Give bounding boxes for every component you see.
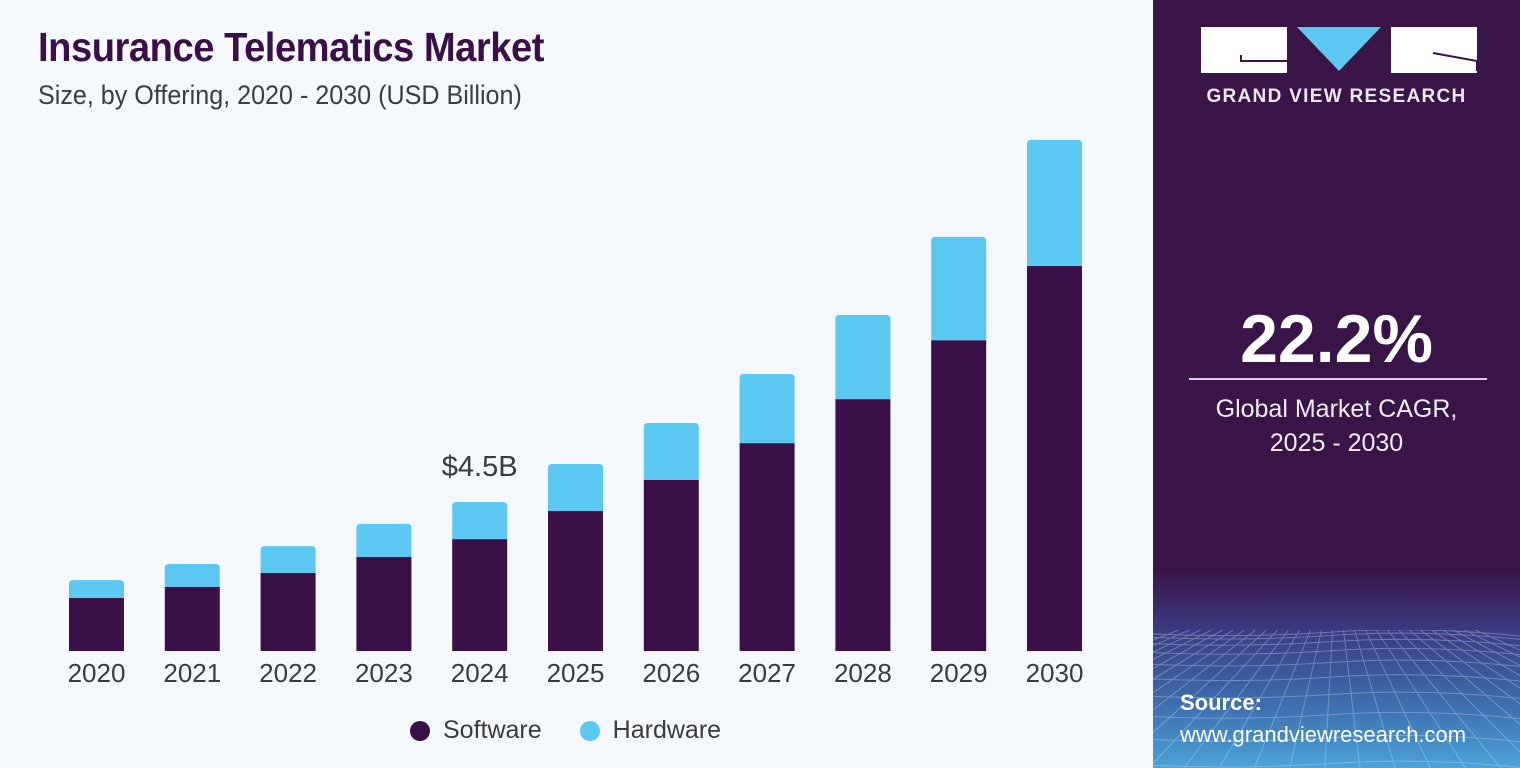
legend-swatch-hardware [579,720,600,741]
bar-software-2030 [1027,266,1082,651]
x-tick-label: 2022 [259,658,317,688]
mesh-line [1153,760,1520,768]
bar-hardware-2021 [164,563,220,587]
bar-software-2024 [452,539,508,651]
source-heading: Source: [1180,690,1262,715]
x-tick-label: 2025 [547,658,605,688]
bar-hardware-2025 [548,463,603,511]
data-label-2024: $4.5B [442,451,518,483]
bar-hardware-2024 [452,502,508,540]
x-tick-label: 2028 [834,658,892,688]
mesh-line [1153,630,1234,680]
bar-software-2020 [69,598,124,651]
mesh-line [1442,630,1520,677]
chart-area: Insurance Telematics Market Size, by Off… [38,24,1084,745]
legend-label-software: Software [443,716,542,744]
bar-hardware-2030 [1027,139,1082,267]
mesh-line [1183,630,1289,768]
bar-hardware-2028 [835,315,891,400]
x-tick-label: 2024 [451,658,509,688]
mesh-line [1153,711,1520,720]
legend-swatch-software [410,720,430,741]
mesh-line [1409,630,1520,725]
legend-label-hardware: Hardware [612,716,722,744]
cagr-label: Global Market CAGR, 2025 - 2030 [1153,392,1520,460]
mesh-line [1431,630,1520,689]
cagr-value: 22.2% [1240,301,1433,377]
mesh-line [1153,630,1267,734]
mesh-line [1453,630,1520,667]
mesh-line [1354,630,1396,768]
chart-title: Insurance Telematics Market [38,24,544,70]
bar-software-2029 [931,340,987,651]
bar-software-2026 [643,479,699,651]
mesh-line [1253,630,1311,768]
bar-hardware-2023 [356,523,412,557]
mesh-line [1420,630,1520,705]
bar-software-2022 [260,572,316,651]
mesh-line [1398,630,1520,753]
legend: Software Hardware [410,716,759,745]
side-panel: GRAND VIEW RESEARCH 22.2% Global Market … [1153,0,1520,768]
legend-item-hardware: Hardware [579,716,722,745]
mesh-line [1153,647,1520,656]
bar-software-2025 [548,510,603,651]
mesh-line [1153,632,1520,640]
mesh-line [1343,630,1361,768]
mesh-line [1387,630,1502,768]
mesh-line [1153,630,1520,637]
divider [1189,378,1487,380]
mesh-line [1153,630,1212,661]
bar-hardware-2026 [643,422,699,480]
mesh-line [1153,630,1278,765]
mesh-line [1153,630,1223,669]
x-tick-label: 2026 [642,658,700,688]
mesh-line [1153,691,1520,699]
bar-hardware-2020 [69,580,124,599]
chart-subtitle: Size, by Offering, 2020 - 2030 (USD Bill… [38,80,522,110]
bar-software-2021 [164,586,220,651]
x-tick-label: 2027 [738,658,796,688]
cagr-label-line1: Global Market CAGR, [1215,395,1458,423]
mesh-grid-decoration [1153,630,1520,768]
x-tick-label: 2030 [1026,658,1084,688]
bar-hardware-2022 [260,546,316,573]
bar-hardware-2029 [931,236,987,341]
mesh-line [1365,630,1431,768]
cagr-label-line2: 2025 - 2030 [1269,429,1404,457]
mesh-line [1153,659,1520,667]
bar-software-2023 [356,556,412,651]
x-tick-label: 2029 [930,658,988,688]
mesh-line [1153,638,1520,647]
mesh-line [1153,630,1245,694]
mesh-line [1376,630,1467,768]
mesh-line [1218,630,1300,768]
bar-software-2028 [835,399,891,651]
bar-chart: 2020 2021 2022 2023 2024 $4.5B 2025 2026 2027 202… [68,139,1084,688]
mesh-line [1153,674,1520,682]
mesh-line [1153,734,1520,743]
brand-name: GRAND VIEW RESEARCH [1206,86,1467,107]
legend-item-software: Software [410,716,542,745]
mesh-line [1464,630,1520,658]
gvr-logo-icon [1201,27,1477,73]
mesh-line [1289,630,1322,768]
x-tick-label: 2021 [163,658,221,688]
x-tick-label: 2020 [68,658,126,688]
x-tick-label: 2023 [355,658,413,688]
bar-software-2027 [739,443,795,651]
mesh-line [1153,630,1256,711]
bar-hardware-2027 [739,373,795,444]
source-link[interactable]: www.grandviewresearch.com [1180,722,1467,747]
mesh-line [1324,630,1333,768]
